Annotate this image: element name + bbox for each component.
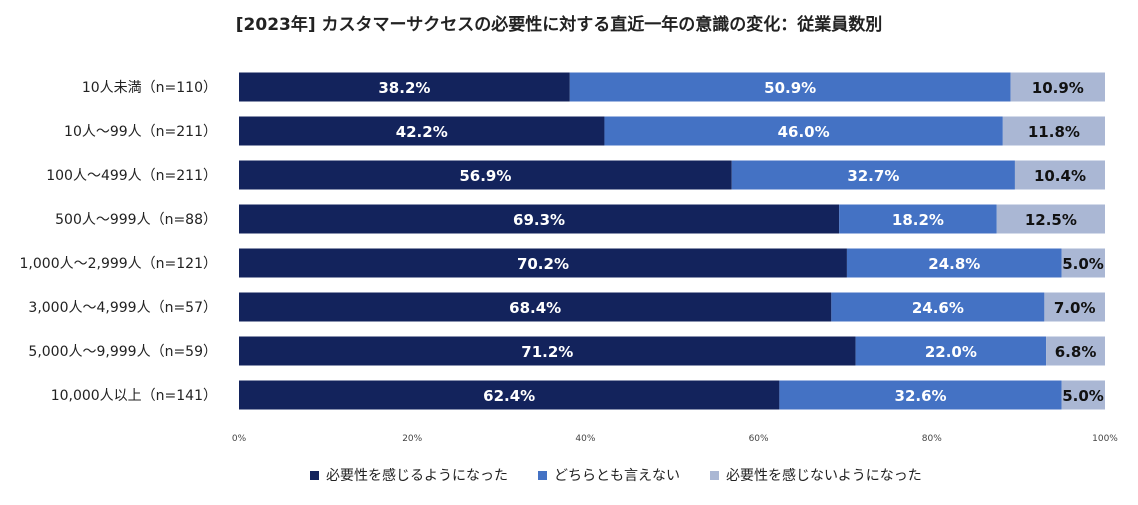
bar-segment-s0-r0 [239,72,570,102]
data-label: 10.4% [1034,167,1086,185]
data-label: 32.6% [895,387,947,405]
bar-segment-s0-r2 [239,160,732,190]
x-tick-label: 20% [402,434,422,444]
category-label: 3,000人～4,999人（n=57） [28,300,217,316]
x-tick-label: 100% [1092,434,1118,444]
data-label: 69.3% [513,211,565,229]
category-label: 10,000人以上（n=141） [51,388,217,404]
data-label: 24.8% [928,255,980,273]
chart-title: [2023年] カスタマーサクセスの必要性に対する直近一年の意識の変化：従業員数… [235,15,883,35]
legend-swatch-no-need [710,470,719,480]
bar-segment-s2-r3 [996,204,1105,234]
bar-segment-s2-r7 [1061,380,1105,410]
data-label: 7.0% [1054,299,1096,317]
data-label: 68.4% [509,299,561,317]
bar-segment-s1-r4 [846,248,1062,278]
data-label: 11.8% [1028,123,1080,141]
bar-segment-s2-r4 [1061,248,1105,278]
legend-label-no-need: 必要性を感じないようになった [726,468,922,484]
bar-segment-s1-r7 [779,380,1062,410]
x-tick-label: 60% [749,434,769,444]
data-label: 12.5% [1025,211,1077,229]
x-tick-label: 80% [922,434,942,444]
data-label: 70.2% [517,255,569,273]
bar-segment-s1-r1 [604,116,1003,146]
category-label: 500人～999人（n=88） [55,212,217,228]
x-tick-label: 0% [232,434,247,444]
bar-segment-s0-r7 [239,380,780,410]
legend-item-neither: どちらとも言えない [538,465,680,485]
data-label: 56.9% [459,167,511,185]
category-label: 10人未満（n=110） [82,80,217,96]
bar-segment-s2-r1 [1002,116,1105,146]
bar-segment-s1-r3 [839,204,997,234]
bar-segment-s0-r3 [239,204,840,234]
data-label: 24.6% [912,299,964,317]
data-label: 18.2% [892,211,944,229]
legend-item-no-need: 必要性を感じないようになった [710,465,922,485]
data-label: 50.9% [764,79,816,97]
data-label: 10.9% [1032,79,1084,97]
data-label: 5.0% [1062,255,1104,273]
bar-segment-s0-r6 [239,336,856,366]
legend-swatch-neither [538,470,547,480]
bar-segment-s2-r2 [1014,160,1105,190]
bar-segment-s0-r1 [239,116,605,146]
bar-segment-s0-r4 [239,248,847,278]
data-label: 6.8% [1055,343,1097,361]
bar-segment-s0-r5 [239,292,832,322]
bar-segment-s1-r5 [831,292,1045,322]
bar-segment-s2-r5 [1044,292,1105,322]
category-label: 100人～499人（n=211） [46,168,217,184]
data-label: 38.2% [378,79,430,97]
bar-segment-s1-r0 [569,72,1011,102]
data-label: 46.0% [778,123,830,141]
bar-segment-s1-r6 [855,336,1047,366]
category-label: 1,000人～2,999人（n=121） [20,256,217,272]
data-label: 5.0% [1062,387,1104,405]
data-label: 42.2% [396,123,448,141]
bar-segment-s1-r2 [731,160,1015,190]
category-label: 10人～99人（n=211） [64,124,217,140]
x-tick-label: 40% [575,434,595,444]
legend: 必要性を感じるようになった どちらとも言えない 必要性を感じないようになった [310,464,952,486]
data-label: 32.7% [847,167,899,185]
legend-swatch-feel-need [310,470,319,480]
legend-item-feel-need: 必要性を感じるようになった [310,465,508,485]
bar-segment-s2-r0 [1010,72,1105,102]
data-label: 62.4% [483,387,535,405]
data-label: 71.2% [521,343,573,361]
data-label: 22.0% [925,343,977,361]
bar-segment-s2-r6 [1046,336,1105,366]
category-label: 5,000人～9,999人（n=59） [28,344,217,360]
legend-label-neither: どちらとも言えない [554,468,680,484]
legend-label-feel-need: 必要性を感じるようになった [326,468,508,484]
